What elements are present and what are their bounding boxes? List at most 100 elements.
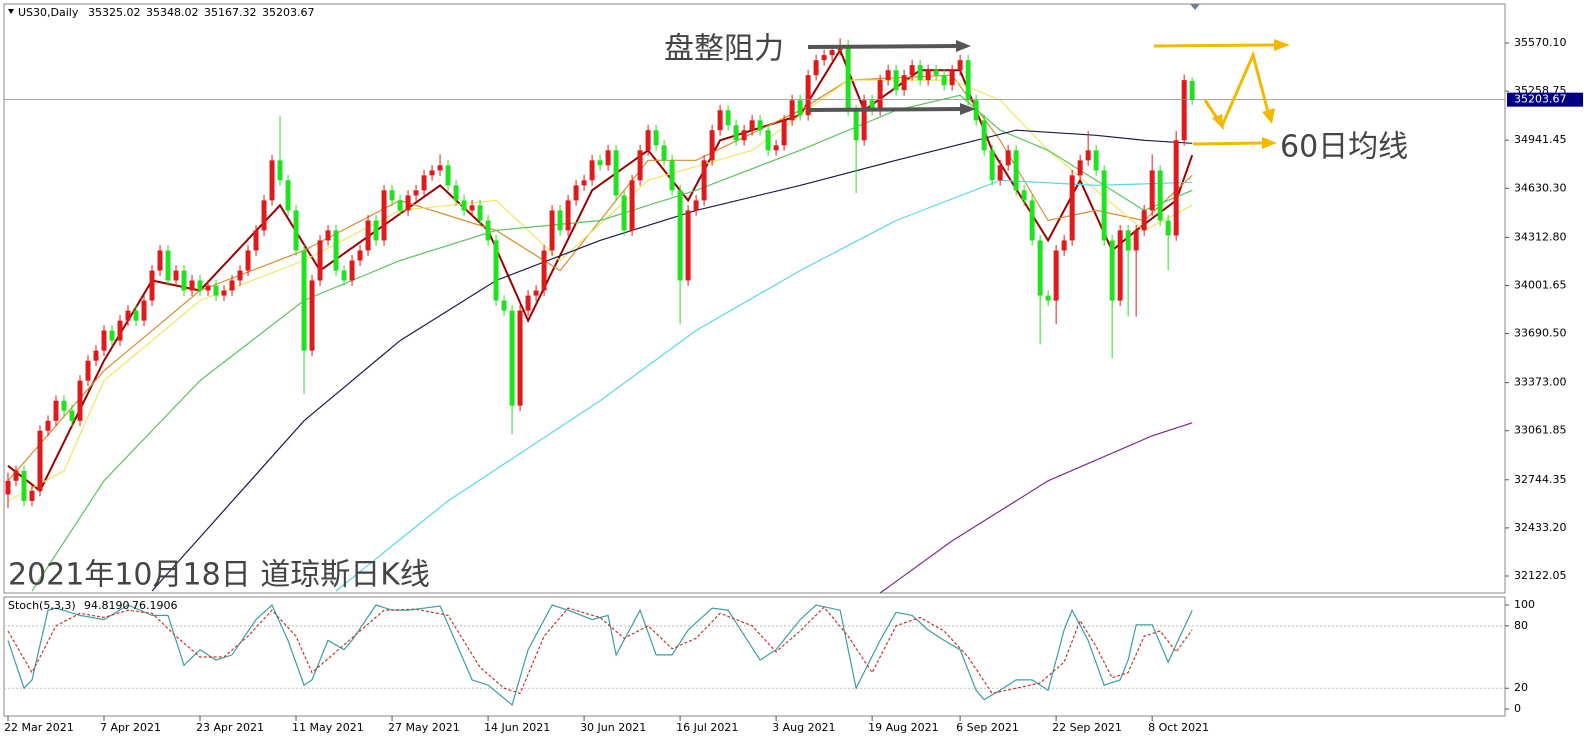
- candle-body: [677, 190, 683, 281]
- candle-body: [973, 100, 979, 121]
- candle-body: [189, 280, 195, 291]
- candle-body: [909, 65, 915, 76]
- candle-body: [341, 270, 347, 281]
- candle-body: [765, 130, 771, 151]
- candle-body: [1109, 240, 1115, 301]
- candle-body: [205, 285, 211, 291]
- candle-body: [549, 210, 555, 251]
- candle-body: [805, 75, 811, 116]
- arrow-head: [1212, 114, 1224, 130]
- candle-body: [117, 320, 123, 341]
- candle-body: [733, 125, 739, 141]
- candle-body: [669, 160, 675, 191]
- candle-body: [1045, 295, 1051, 301]
- stoch-k-label: 94.8190: [84, 599, 130, 612]
- candle-body: [493, 240, 499, 301]
- x-tick-label: 6 Sep 2021: [956, 721, 1019, 734]
- candle-body: [701, 160, 707, 201]
- candle-body: [349, 260, 355, 281]
- candle-body: [597, 160, 603, 166]
- candle-body: [453, 185, 459, 201]
- candle-body: [325, 230, 331, 241]
- candle-body: [381, 190, 387, 241]
- candle-body: [149, 270, 155, 301]
- candle-body: [573, 185, 579, 201]
- moving-average: [7, 79, 1193, 502]
- candle-body: [405, 195, 411, 211]
- x-tick-label: 16 Jul 2021: [676, 721, 738, 734]
- candle-body: [1117, 230, 1123, 301]
- candle-body: [813, 60, 819, 76]
- header: US30,Daily 35325.02 35348.02 35167.32 35…: [8, 6, 315, 19]
- x-tick-label: 3 Aug 2021: [772, 721, 835, 734]
- candle-body: [213, 285, 219, 296]
- candle-body: [933, 70, 939, 76]
- candle-body: [357, 250, 363, 261]
- candle-body: [741, 130, 747, 141]
- candle-body: [989, 150, 995, 181]
- candle-body: [61, 400, 67, 411]
- candle-body: [941, 75, 947, 86]
- candle-body: [365, 220, 371, 251]
- candle-body: [629, 180, 635, 231]
- candle-body: [957, 60, 963, 71]
- price-label-bg: [1507, 92, 1583, 107]
- candle-body: [333, 230, 339, 271]
- candle-body: [821, 55, 827, 61]
- header-icon: [8, 9, 14, 14]
- moving-average: [335, 179, 1193, 592]
- candle-body: [653, 130, 659, 146]
- candle-body: [261, 200, 267, 231]
- candle-body: [885, 70, 891, 81]
- stoch-title: Stoch(5,3,3): [8, 599, 76, 612]
- candle-body: [413, 190, 419, 196]
- candle-body: [845, 45, 851, 111]
- candle-body: [45, 420, 51, 431]
- candle-body: [725, 110, 731, 126]
- y-tick-label: 33061.85: [1514, 424, 1567, 437]
- annotation: 盘整阻力: [664, 32, 784, 67]
- candle-body: [1133, 230, 1139, 251]
- candle-body: [5, 480, 11, 495]
- candle-body: [229, 280, 235, 291]
- candle-body: [269, 160, 275, 201]
- candle-body: [605, 150, 611, 166]
- candle-body: [581, 180, 587, 186]
- candle-body: [1037, 240, 1043, 296]
- arrow-head: [956, 40, 971, 52]
- y-tick-label: 32122.05: [1514, 569, 1567, 582]
- candle-body: [789, 100, 795, 121]
- candle-body: [293, 210, 299, 251]
- symbol: US30,Daily: [18, 6, 79, 19]
- arrow: [1203, 50, 1270, 130]
- candle-body: [613, 150, 619, 196]
- header-open: 35325.02: [88, 6, 141, 19]
- candle-body: [1165, 220, 1171, 236]
- arrow-head: [960, 103, 976, 115]
- y-tick-label: 34941.45: [1514, 133, 1567, 146]
- candle-body: [901, 75, 907, 91]
- candle-body: [469, 205, 475, 211]
- candle-body: [861, 100, 867, 141]
- candle-body: [1093, 150, 1099, 171]
- x-tick-label: 27 May 2021: [388, 721, 460, 734]
- candle-body: [173, 270, 179, 281]
- candle-body: [541, 250, 547, 291]
- candle-body: [197, 280, 203, 291]
- candle-body: [757, 120, 763, 131]
- candle-body: [245, 250, 251, 271]
- candle-body: [85, 360, 91, 381]
- candle-body: [877, 80, 883, 111]
- candle-body: [829, 50, 835, 56]
- y-tick-label: 100: [1514, 598, 1535, 611]
- candle-body: [53, 400, 59, 421]
- main-panel: [3, 3, 1506, 594]
- candle-body: [693, 200, 699, 211]
- candle-body: [685, 210, 691, 281]
- candle-body: [525, 295, 531, 311]
- candle-body: [925, 70, 931, 81]
- candle-body: [221, 290, 227, 296]
- y-tick-label: 34630.30: [1514, 181, 1567, 194]
- candle-body: [1005, 150, 1011, 166]
